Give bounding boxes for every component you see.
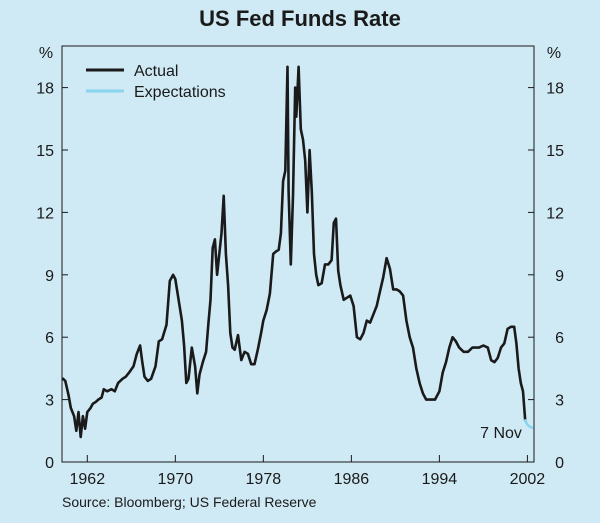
y-tick-label-left: 9	[45, 268, 54, 285]
x-tick-label: 1994	[422, 471, 458, 488]
y-tick-label-left: 15	[36, 143, 54, 160]
legend-label-expectations: Expectations	[134, 84, 226, 101]
y-tick-label-right: 9	[555, 268, 564, 285]
y-tick-label-right: 12	[546, 205, 564, 222]
y-axis-unit-right: %	[547, 45, 561, 62]
series-line-actual	[61, 65, 527, 439]
y-tick-label-left: 12	[36, 205, 54, 222]
source-note: Source: Bloomberg; US Federal Reserve	[62, 494, 317, 510]
y-tick-label-right: 3	[555, 393, 564, 410]
x-tick-label: 2002	[510, 471, 546, 488]
x-tick-label: 1962	[70, 471, 106, 488]
annotation-label: 7 Nov	[480, 425, 522, 442]
y-tick-label-right: 18	[546, 81, 564, 98]
y-tick-label-left: 18	[36, 81, 54, 98]
legend-label-actual: Actual	[134, 63, 178, 80]
x-tick-label: 1978	[246, 471, 282, 488]
series-line-expectations	[523, 419, 534, 430]
plot-frame	[61, 45, 535, 463]
x-tick-label: 1970	[158, 471, 194, 488]
y-tick-label-right: 6	[555, 330, 564, 347]
y-tick-label-left: 3	[45, 393, 54, 410]
y-tick-label-left: 0	[45, 455, 54, 472]
y-axis-unit-left: %	[39, 45, 53, 62]
x-tick-label: 1986	[334, 471, 370, 488]
chart-title: US Fed Funds Rate	[199, 6, 401, 31]
y-tick-label-left: 6	[45, 330, 54, 347]
y-tick-label-right: 15	[546, 143, 564, 160]
y-tick-label-right: 0	[555, 455, 564, 472]
